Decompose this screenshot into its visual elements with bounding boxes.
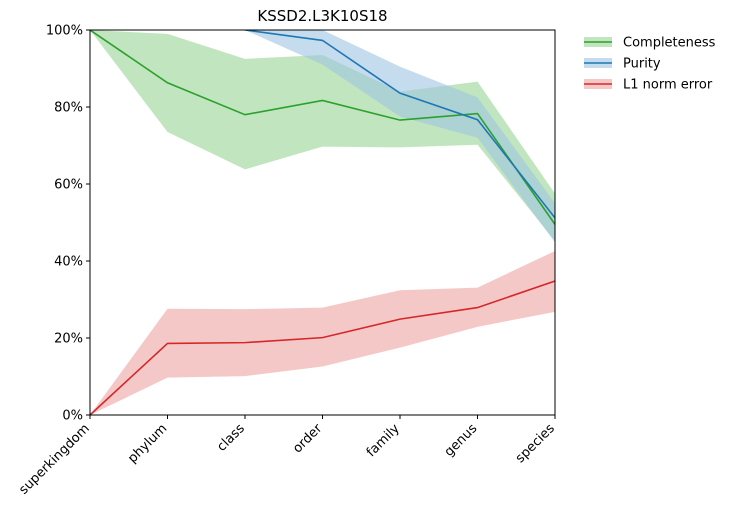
y-tick-label: 0% bbox=[62, 409, 83, 424]
chart-title: KSSD2.L3K10S18 bbox=[257, 7, 387, 25]
x-tick-label: order bbox=[290, 421, 326, 457]
y-tick-label: 100% bbox=[46, 24, 83, 39]
band-completeness bbox=[90, 30, 555, 241]
y-axis: 0% 20% 40% 60% 80% 100% bbox=[46, 24, 90, 424]
x-tick-label: class bbox=[214, 421, 248, 455]
x-tick-label: family bbox=[364, 421, 403, 460]
x-tick-label: species bbox=[513, 421, 558, 466]
confidence-bands bbox=[90, 30, 555, 415]
line-purity bbox=[244, 30, 555, 219]
y-tick-label: 80% bbox=[54, 101, 83, 116]
series-lines bbox=[90, 30, 555, 415]
x-tick-label: phylum bbox=[125, 421, 170, 466]
line-completeness bbox=[90, 30, 555, 225]
legend-label: Completeness bbox=[623, 36, 716, 51]
y-tick-label: 60% bbox=[54, 178, 83, 193]
legend-label: L1 norm error bbox=[623, 78, 713, 93]
y-tick-label: 20% bbox=[54, 332, 83, 347]
y-tick-label: 40% bbox=[54, 255, 83, 270]
band-l1-norm-error bbox=[90, 250, 555, 415]
legend: Completeness Purity L1 norm error bbox=[584, 36, 716, 93]
legend-label: Purity bbox=[623, 57, 661, 72]
line-l1-norm-error bbox=[90, 280, 555, 415]
x-axis: superkingdom phylum class order family genus s… bbox=[16, 415, 558, 498]
x-tick-label: genus bbox=[442, 421, 481, 460]
x-tick-label: superkingdom bbox=[16, 421, 92, 497]
